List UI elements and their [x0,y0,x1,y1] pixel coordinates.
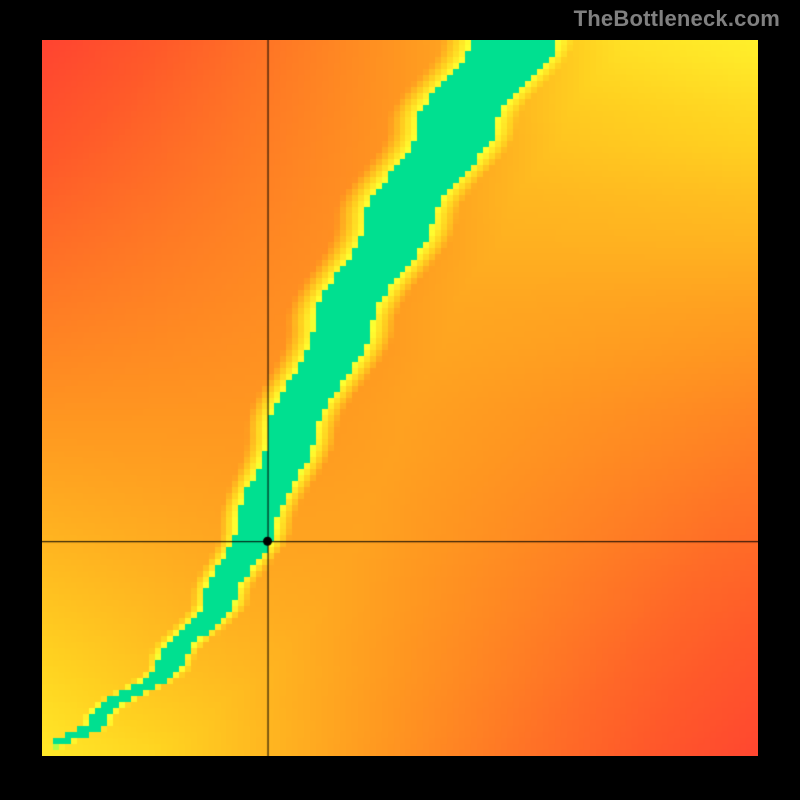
chart-container: TheBottleneck.com [0,0,800,800]
heatmap-canvas [42,40,758,756]
watermark-text: TheBottleneck.com [574,6,780,32]
